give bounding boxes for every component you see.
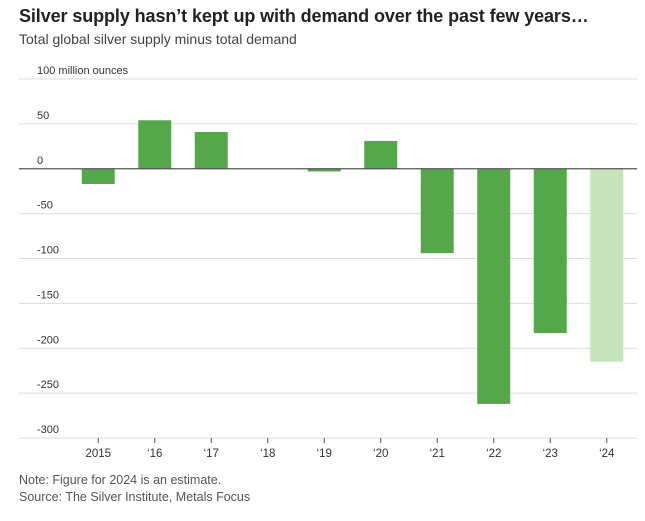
x-tick-label: ‘23 — [543, 448, 558, 460]
y-tick-label: 100 million ounces — [37, 65, 129, 77]
x-tick-label: ‘16 — [147, 448, 162, 460]
y-tick-label: -50 — [37, 200, 53, 212]
bar-23 — [533, 168, 567, 333]
axis-layer: 100 million ounces 50 0 -50 -100 -150 -200 -250… — [19, 65, 637, 460]
bar-20 — [364, 140, 398, 169]
bar-chart: 100 million ounces 50 0 -50 -100 -150 -200 -250… — [19, 65, 637, 460]
bar-21 — [420, 168, 454, 254]
chart-subtitle: Total global silver supply minus total d… — [19, 31, 297, 47]
y-tick-label: 50 — [37, 110, 49, 122]
bar-16 — [138, 120, 172, 169]
x-tick-label: ‘22 — [486, 448, 501, 460]
y-tick-label: -150 — [37, 289, 59, 301]
y-tick-label: -100 — [37, 245, 59, 257]
x-tick-label: ‘17 — [204, 448, 219, 460]
bar-19 — [307, 168, 341, 172]
y-tick-label: -200 — [37, 334, 59, 346]
chart-note: Note: Figure for 2024 is an estimate. — [19, 473, 222, 487]
y-tick-label: -300 — [37, 424, 59, 436]
chart-source: Source: The Silver Institute, Metals Foc… — [19, 490, 251, 504]
bar-24 — [590, 168, 624, 362]
chart-title: Silver supply hasn’t kept up with demand… — [19, 6, 589, 26]
x-tick-label: ‘24 — [599, 448, 615, 460]
bar-17 — [194, 131, 228, 169]
x-tick-label: ‘20 — [373, 448, 388, 460]
x-tick-label: ‘18 — [260, 448, 275, 460]
bar-22 — [477, 168, 511, 404]
x-tick-label: ‘19 — [317, 448, 332, 460]
bar-layer — [81, 120, 624, 404]
y-tick-label: -250 — [37, 379, 59, 391]
x-tick-label: 2015 — [85, 448, 111, 460]
bar-2015 — [81, 168, 115, 185]
x-tick-label: ‘21 — [430, 448, 445, 460]
y-tick-label: 0 — [37, 155, 43, 167]
